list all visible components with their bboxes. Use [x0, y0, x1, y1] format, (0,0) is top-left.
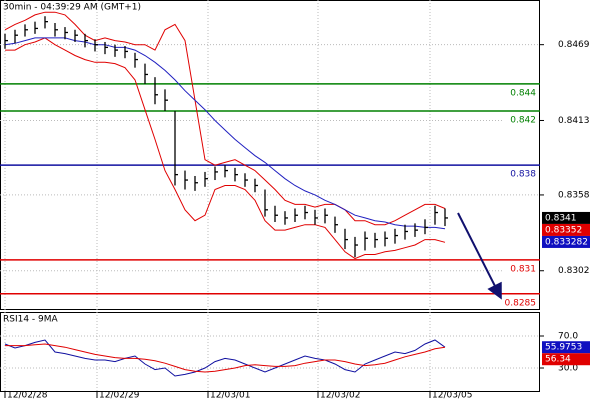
value-tag — [542, 353, 590, 366]
x-tick-label: 12/03/02 — [320, 391, 360, 400]
y-tick-label: 0.8302 — [558, 266, 590, 276]
plot-frame — [0, 312, 540, 392]
level-label: 0.8285 — [505, 298, 537, 308]
value-tag-label: 55.9753 — [545, 343, 582, 353]
level-label-bg — [504, 296, 538, 308]
level-label: 0.844 — [510, 88, 536, 98]
level-label: 0.838 — [510, 170, 536, 180]
value-tag — [542, 211, 590, 224]
value-tag — [542, 341, 590, 354]
series-line — [4, 37, 446, 230]
x-tick-label: 12/02/29 — [99, 391, 140, 400]
x-tick-label: 12/03/05 — [432, 391, 472, 400]
y-tick-label: 0.8469 — [558, 40, 590, 50]
plot-frame — [0, 0, 540, 310]
series-line — [4, 11, 446, 226]
level-label-bg — [504, 86, 538, 98]
y-tick-label: 0.8413 — [558, 116, 590, 126]
x-tick-label: 12/02/28 — [7, 391, 48, 400]
level-label-bg — [504, 168, 538, 180]
level-label: 0.831 — [510, 264, 536, 274]
value-tag-label: 0.8341 — [545, 213, 577, 223]
series-line — [5, 343, 446, 373]
forecast-arrow — [457, 212, 502, 300]
y-tick-label: 30.0 — [558, 364, 578, 374]
chart-title: 30min - 04:39:29 AM (GMT+1) — [3, 3, 141, 13]
value-tag-label: 0.83352 — [545, 225, 582, 235]
level-label-bg — [504, 114, 538, 126]
value-tag-label: 0.833282 — [545, 237, 588, 247]
value-tag — [542, 235, 590, 248]
x-tick-label: 12/03/01 — [210, 391, 250, 400]
value-tag — [542, 223, 590, 236]
y-tick-label: 70.0 — [558, 332, 578, 342]
value-tag-label: 56.34 — [545, 355, 571, 365]
panel-title: RSI14 - 9MA — [3, 315, 59, 325]
level-label: 0.842 — [510, 116, 536, 126]
series-line — [5, 37, 446, 260]
y-tick-label: 0.8358 — [558, 190, 590, 200]
level-label-bg — [504, 262, 538, 274]
series-line — [4, 339, 446, 377]
